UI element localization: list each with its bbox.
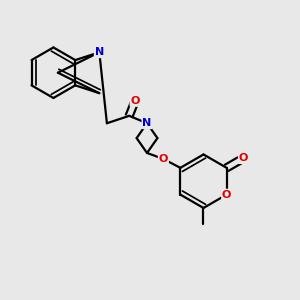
Text: O: O — [159, 154, 168, 164]
Text: N: N — [95, 47, 104, 57]
Text: N: N — [142, 118, 152, 128]
Text: O: O — [222, 190, 231, 200]
Text: O: O — [130, 96, 140, 106]
Text: O: O — [239, 153, 248, 163]
